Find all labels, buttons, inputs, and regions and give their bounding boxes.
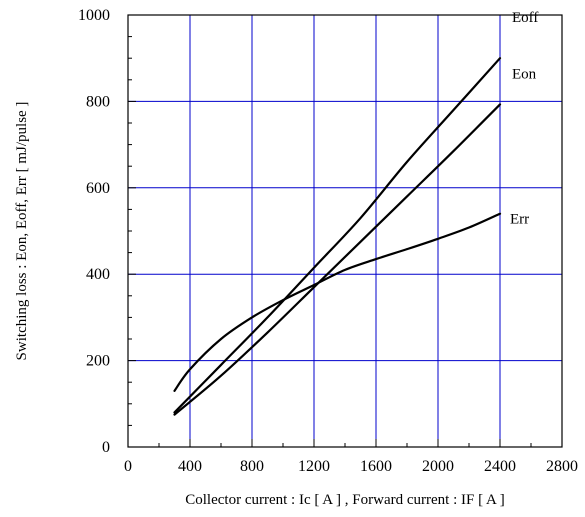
minor-ticks	[127, 14, 563, 448]
series	[173, 57, 502, 416]
series-line-err	[173, 212, 502, 392]
y-tick-label: 600	[86, 180, 110, 197]
series-label-eoff: Eoff	[512, 10, 538, 26]
y-tick-label: 400	[86, 266, 110, 283]
plot-frame	[127, 14, 563, 448]
x-axis-title: Collector current : Ic [ A ] , Forward c…	[185, 492, 505, 508]
y-axis-title: Switching loss : Eon, Eoff, Err [ mJ/pul…	[14, 102, 30, 361]
y-tick-label: 200	[86, 353, 110, 370]
series-label-eon: Eon	[512, 66, 537, 82]
grid	[128, 15, 562, 447]
x-tick-label: 2400	[484, 458, 516, 475]
y-tick-label: 0	[102, 439, 110, 456]
y-tick-label: 1000	[78, 7, 110, 24]
series-line-eoff	[173, 57, 502, 414]
y-tick-labels: 0 200 400 600 800 1000	[78, 7, 110, 456]
x-tick-label: 400	[178, 458, 202, 475]
x-tick-label: 2000	[422, 458, 454, 475]
series-labels: Eoff Eon Err	[510, 10, 538, 228]
x-tick-labels: 0 400 800 1200 1600 2000 2400 2800	[124, 458, 578, 475]
x-tick-label: 1600	[360, 458, 392, 475]
series-line-eon	[173, 103, 502, 416]
series-label-err: Err	[510, 212, 529, 228]
x-tick-label: 0	[124, 458, 132, 475]
x-tick-label: 1200	[298, 458, 330, 475]
y-tick-label: 800	[86, 93, 110, 110]
x-tick-label: 800	[240, 458, 264, 475]
x-tick-label: 2800	[546, 458, 578, 475]
